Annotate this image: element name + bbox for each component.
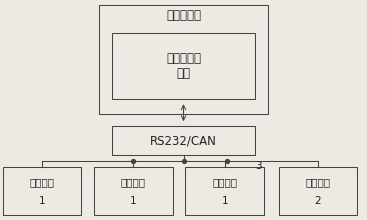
Text: 工业控制计
算机: 工业控制计 算机 bbox=[166, 52, 201, 80]
Text: 1: 1 bbox=[39, 196, 45, 206]
Bar bbox=[94, 167, 172, 215]
Bar bbox=[185, 167, 264, 215]
Bar bbox=[112, 33, 255, 99]
Text: 2: 2 bbox=[315, 196, 321, 206]
Text: 现场监控端: 现场监控端 bbox=[166, 9, 201, 22]
Bar bbox=[112, 126, 255, 155]
Text: 1: 1 bbox=[130, 196, 137, 206]
Text: 检测节点: 检测节点 bbox=[212, 177, 237, 187]
Text: 1: 1 bbox=[221, 196, 228, 206]
Text: RS232/CAN: RS232/CAN bbox=[150, 134, 217, 147]
Text: 控制节点: 控制节点 bbox=[305, 177, 330, 187]
Bar bbox=[99, 5, 268, 114]
Text: 检测节点: 检测节点 bbox=[29, 177, 54, 187]
Bar bbox=[279, 167, 357, 215]
Text: 检测节点: 检测节点 bbox=[121, 177, 146, 187]
Bar bbox=[3, 167, 81, 215]
Text: 3: 3 bbox=[255, 161, 261, 171]
